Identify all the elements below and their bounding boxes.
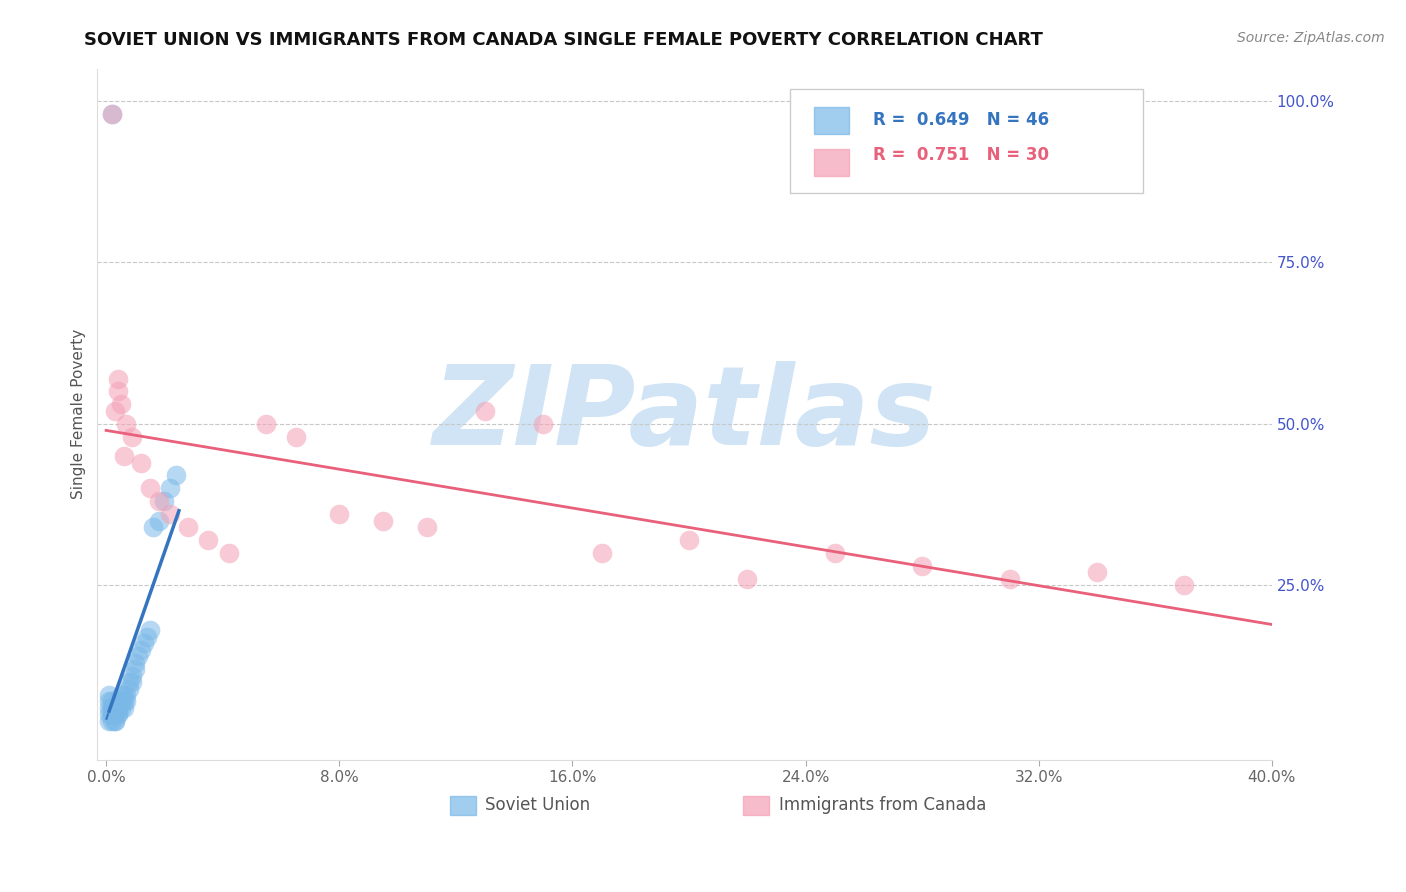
Point <box>104 714 127 728</box>
Point <box>824 546 846 560</box>
Point <box>1173 578 1195 592</box>
Point <box>107 707 129 722</box>
Point <box>98 688 121 702</box>
Point <box>218 546 240 560</box>
Point <box>139 624 162 638</box>
Point <box>1085 566 1108 580</box>
Point <box>911 558 934 573</box>
Point <box>415 520 437 534</box>
Bar <box>814 107 849 134</box>
Point <box>328 507 350 521</box>
Point <box>112 449 135 463</box>
Point <box>148 514 170 528</box>
Point <box>142 520 165 534</box>
Point <box>132 636 155 650</box>
Point <box>104 714 127 728</box>
Point <box>254 417 277 431</box>
Point <box>112 688 135 702</box>
Bar <box>450 796 475 815</box>
Text: R =  0.649   N = 46: R = 0.649 N = 46 <box>873 112 1049 129</box>
Point <box>176 520 198 534</box>
Point <box>129 456 152 470</box>
Point <box>127 649 149 664</box>
Y-axis label: Single Female Poverty: Single Female Poverty <box>72 329 86 500</box>
Point <box>104 707 127 722</box>
Point <box>998 572 1021 586</box>
Point <box>101 707 124 722</box>
Point <box>139 481 162 495</box>
Point <box>101 107 124 121</box>
Point <box>165 468 187 483</box>
Point <box>107 694 129 708</box>
Point <box>104 404 127 418</box>
Point <box>101 714 124 728</box>
Point <box>474 404 496 418</box>
Point <box>135 630 157 644</box>
Point <box>678 533 700 547</box>
Point <box>115 688 138 702</box>
Text: R =  0.751   N = 30: R = 0.751 N = 30 <box>873 146 1049 164</box>
Point <box>104 707 127 722</box>
Text: Soviet Union: Soviet Union <box>485 797 591 814</box>
Point <box>115 417 138 431</box>
Point <box>531 417 554 431</box>
Point <box>129 642 152 657</box>
Point <box>118 681 141 696</box>
Text: Source: ZipAtlas.com: Source: ZipAtlas.com <box>1237 31 1385 45</box>
Bar <box>744 796 769 815</box>
Point <box>101 707 124 722</box>
Point <box>107 384 129 399</box>
Bar <box>814 149 849 176</box>
FancyBboxPatch shape <box>790 89 1143 193</box>
Point <box>101 107 124 121</box>
Point <box>112 694 135 708</box>
Point <box>110 397 132 411</box>
Point <box>118 675 141 690</box>
Point <box>148 494 170 508</box>
Point <box>371 514 394 528</box>
Point <box>124 662 146 676</box>
Point <box>115 694 138 708</box>
Point <box>98 707 121 722</box>
Point <box>104 701 127 715</box>
Point <box>104 701 127 715</box>
Text: SOVIET UNION VS IMMIGRANTS FROM CANADA SINGLE FEMALE POVERTY CORRELATION CHART: SOVIET UNION VS IMMIGRANTS FROM CANADA S… <box>84 31 1043 49</box>
Point <box>107 371 129 385</box>
Point <box>591 546 613 560</box>
Point <box>98 714 121 728</box>
Point <box>101 701 124 715</box>
Point <box>98 694 121 708</box>
Text: Immigrants from Canada: Immigrants from Canada <box>779 797 986 814</box>
Point <box>107 701 129 715</box>
Point <box>112 701 135 715</box>
Point <box>197 533 219 547</box>
Point <box>101 694 124 708</box>
Point <box>110 688 132 702</box>
Point <box>159 507 181 521</box>
Text: ZIPatlas: ZIPatlas <box>433 360 936 467</box>
Point <box>98 701 121 715</box>
Point <box>101 701 124 715</box>
Point <box>159 481 181 495</box>
Point <box>121 430 143 444</box>
Point <box>110 694 132 708</box>
Point <box>121 668 143 682</box>
Point <box>110 701 132 715</box>
Point <box>121 675 143 690</box>
Point <box>735 572 758 586</box>
Point <box>284 430 307 444</box>
Point <box>107 707 129 722</box>
Point <box>153 494 176 508</box>
Point <box>124 656 146 670</box>
